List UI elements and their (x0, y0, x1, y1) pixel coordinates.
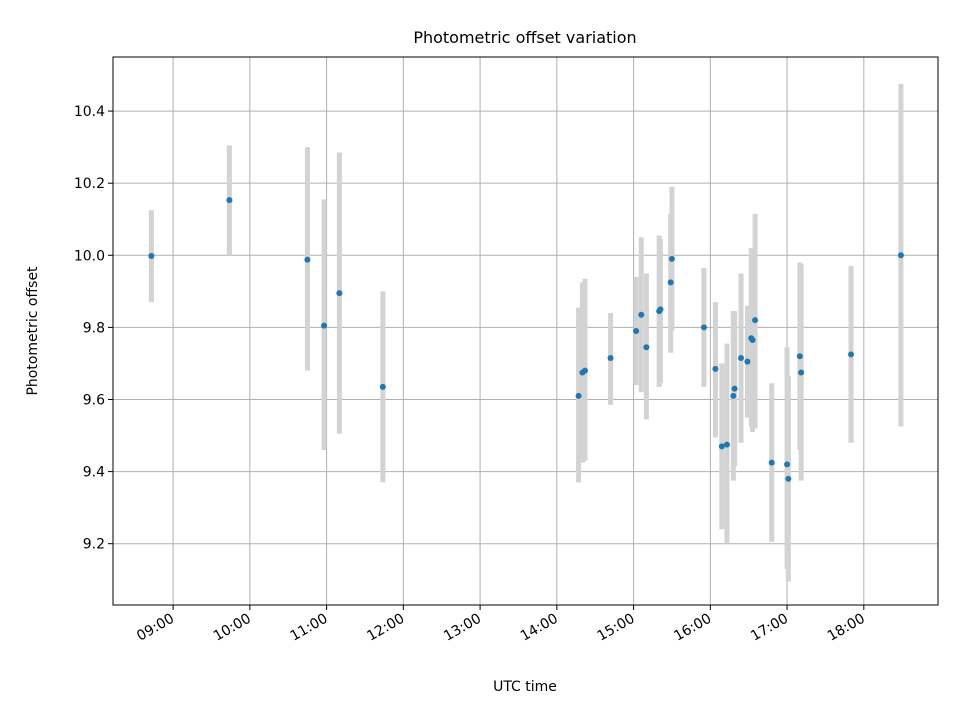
chart-title: Photometric offset variation (413, 28, 636, 47)
data-point (731, 385, 738, 392)
data-point (581, 367, 588, 374)
data-point (638, 311, 645, 318)
data-point (712, 365, 719, 372)
data-point (336, 290, 343, 297)
data-point (304, 256, 311, 263)
data-point (752, 317, 759, 324)
plot-area (113, 57, 938, 605)
data-point (738, 355, 745, 362)
data-markers (148, 197, 904, 482)
data-point (575, 392, 582, 399)
gridlines (113, 57, 938, 605)
data-point (321, 322, 328, 329)
data-point (226, 197, 233, 204)
data-point (897, 252, 904, 259)
y-tick-label: 9.4 (83, 465, 105, 481)
data-point (723, 441, 730, 448)
y-tick-label: 10.0 (74, 248, 105, 264)
data-point (148, 253, 155, 260)
data-point (749, 337, 756, 344)
y-tick-label: 9.8 (83, 320, 105, 336)
data-point (607, 355, 614, 362)
data-point (633, 328, 640, 334)
data-point (718, 443, 725, 450)
y-tick-label: 10.4 (74, 104, 105, 120)
data-point (700, 324, 707, 331)
y-tick-label: 9.6 (83, 393, 105, 409)
y-tick-label: 10.2 (74, 176, 105, 192)
data-point (848, 351, 855, 358)
data-point (796, 353, 803, 360)
data-point (668, 255, 675, 262)
data-point (643, 344, 650, 351)
data-point (785, 475, 792, 482)
data-point (657, 306, 664, 313)
plot-frame (112, 56, 939, 606)
y-axis-label: Photometric offset (25, 266, 41, 396)
data-point (744, 358, 751, 365)
data-point (798, 369, 805, 376)
data-point (379, 383, 386, 390)
x-axis-label: UTC time (493, 679, 557, 695)
data-point (768, 459, 775, 466)
y-axis-ticks: 9.2 9.4 9.6 9.8 10.0 10.2 10.4 (74, 104, 113, 553)
data-point (730, 392, 737, 399)
data-point (784, 461, 791, 468)
data-point (667, 279, 674, 286)
y-tick-label: 9.2 (83, 537, 105, 553)
